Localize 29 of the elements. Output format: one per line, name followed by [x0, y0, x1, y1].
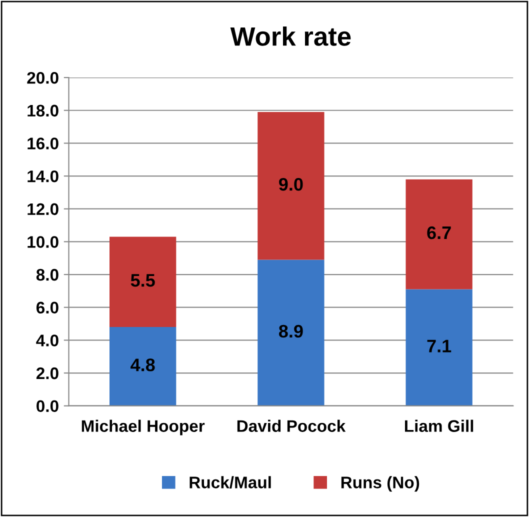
x-tick-label: Michael Hooper: [82, 420, 205, 436]
bar: [406, 179, 472, 290]
data-label: 4.8: [130, 358, 155, 372]
data-label: 5.5: [130, 274, 155, 287]
y-tick-label: 16.0: [28, 138, 58, 150]
y-tick-label: 8.0: [36, 268, 58, 281]
bar: [258, 112, 324, 260]
y-tick-label: 18.0: [28, 104, 58, 117]
chart-title: Work rate: [230, 26, 351, 46]
y-tick-label: 4.0: [36, 334, 58, 346]
data-label: 7.1: [427, 340, 452, 352]
bar: [406, 289, 472, 406]
x-tick-label: David Pocock: [237, 420, 346, 432]
y-tick-label: 12.0: [28, 203, 58, 216]
y-tick-label: 6.0: [36, 302, 58, 314]
data-label: 9.0: [279, 178, 303, 191]
y-tick-label: 20.0: [27, 72, 58, 84]
data-label: 8.9: [278, 324, 303, 338]
x-tick-label: Liam Gill: [404, 420, 474, 432]
data-label: 6.7: [427, 226, 451, 240]
legend-label: Ruck/Maul: [190, 476, 271, 489]
y-tick-label: 14.0: [28, 170, 58, 182]
y-tick-label: 0.0: [36, 400, 58, 412]
bar: [110, 236, 176, 328]
bar: [258, 260, 324, 406]
y-tick-label: 10.0: [28, 236, 58, 248]
legend-label: Runs (No): [341, 476, 420, 492]
bar: [110, 327, 176, 406]
y-tick-label: 2.0: [36, 367, 58, 380]
